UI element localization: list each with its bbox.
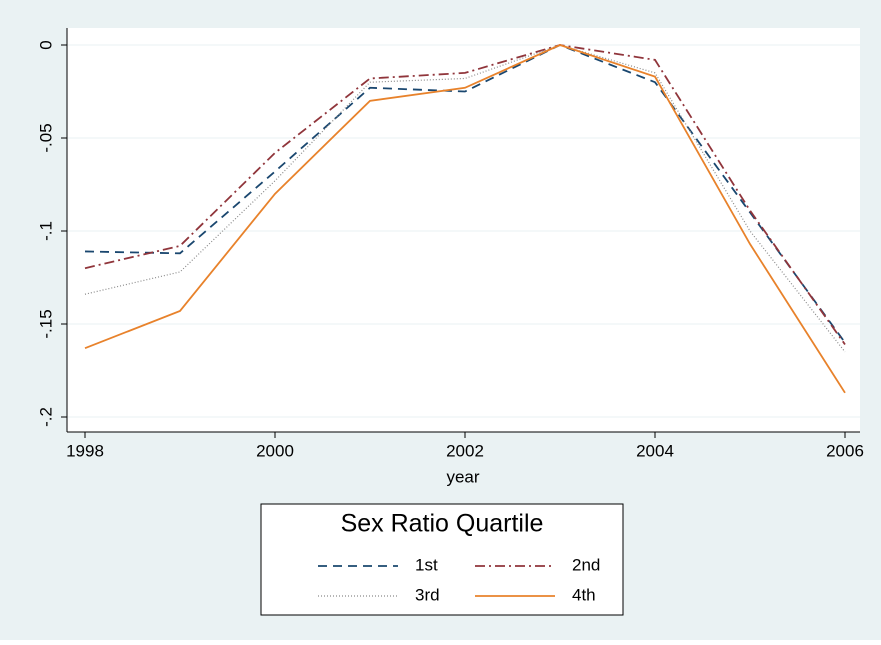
- y-tick-label: 0: [36, 40, 55, 49]
- plot-area: [67, 28, 860, 432]
- legend-label: 4th: [572, 585, 596, 604]
- series-line: [84, 44, 846, 394]
- y-tick-label: -.2: [36, 407, 55, 427]
- legend-label: 3rd: [415, 585, 440, 604]
- x-tick-label: 2004: [636, 441, 674, 460]
- series-line: [84, 44, 846, 353]
- x-tick-label: 2000: [256, 441, 294, 460]
- x-tick-label: 1998: [66, 441, 104, 460]
- x-axis-label: year: [446, 467, 479, 486]
- y-tick-label: -.15: [36, 309, 55, 338]
- legend-label: 2nd: [572, 555, 600, 574]
- series-line: [84, 44, 846, 344]
- x-tick-label: 2002: [446, 441, 484, 460]
- y-tick-label: -.05: [36, 123, 55, 152]
- legend-label: 1st: [415, 555, 438, 574]
- series-line: [84, 44, 846, 345]
- x-tick-label: 2006: [826, 441, 864, 460]
- legend-title: Sex Ratio Quartile: [341, 510, 544, 538]
- y-tick-label: -.1: [36, 221, 55, 241]
